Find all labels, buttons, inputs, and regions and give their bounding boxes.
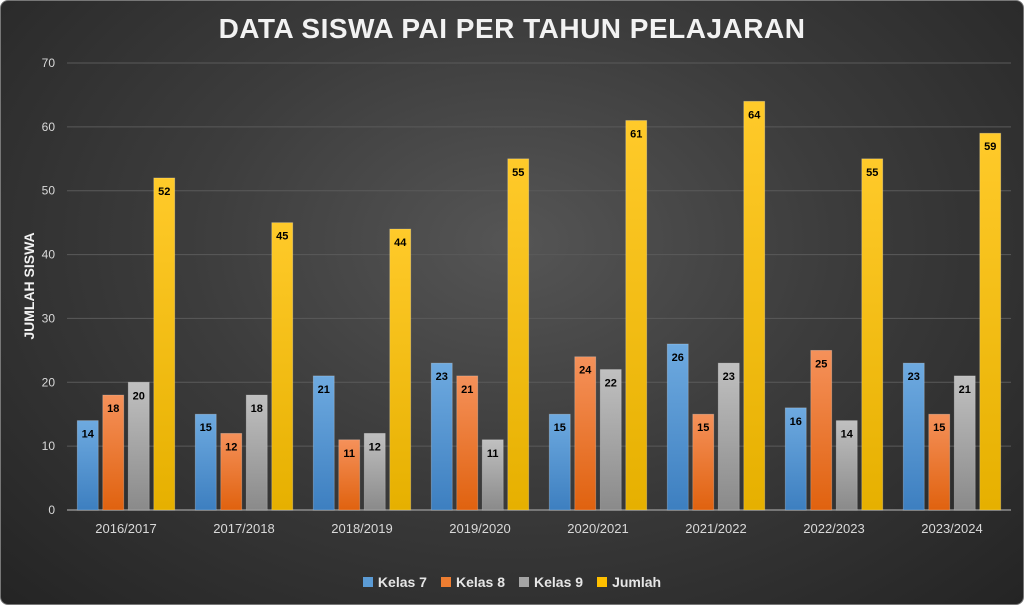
data-label: 21 — [318, 384, 330, 396]
data-label: 16 — [790, 416, 802, 428]
legend-swatch — [519, 577, 530, 587]
bar-kelas-7 — [902, 362, 925, 511]
bar-kelas-9 — [717, 362, 740, 511]
bar-kelas-7 — [194, 413, 217, 511]
bar-jumlah — [625, 120, 648, 511]
legend-item: Jumlah — [597, 574, 661, 590]
data-label: 25 — [815, 358, 827, 370]
bar-jumlah — [979, 132, 1002, 511]
x-tick-label: 2023/2024 — [921, 521, 982, 536]
x-tick-label: 2022/2023 — [803, 521, 864, 536]
bar-kelas-7 — [312, 375, 335, 511]
data-label: 23 — [436, 371, 448, 383]
bar-kelas-8 — [102, 394, 125, 511]
data-label: 12 — [225, 441, 237, 453]
legend-label: Kelas 7 — [377, 574, 427, 590]
data-label: 59 — [984, 141, 996, 153]
legend-item: Kelas 9 — [519, 574, 583, 590]
legend-swatch — [362, 577, 373, 587]
data-label: 11 — [487, 448, 499, 460]
bar-kelas-7 — [76, 420, 99, 511]
chart-title: DATA SISWA PAI PER TAHUN PELAJARAN — [218, 13, 806, 44]
bar-kelas-9 — [835, 420, 858, 511]
data-label: 11 — [343, 448, 355, 460]
y-tick-label: 30 — [42, 311, 56, 325]
legend: Kelas 7 Kelas 8 Kelas 9 Jumlah — [1, 574, 1023, 590]
data-label: 15 — [697, 422, 709, 434]
x-tick-label: 2018/2019 — [331, 521, 392, 536]
data-label: 45 — [276, 231, 288, 243]
legend-label: Jumlah — [612, 574, 662, 590]
data-label: 64 — [748, 109, 761, 121]
x-tick-label: 2019/2020 — [449, 521, 510, 536]
bar-jumlah — [507, 158, 530, 511]
data-label: 21 — [461, 384, 473, 396]
data-label: 55 — [512, 167, 524, 179]
data-label: 14 — [82, 429, 95, 441]
bar-kelas-9 — [127, 381, 150, 511]
bar-jumlah — [743, 100, 766, 511]
data-label: 44 — [394, 237, 407, 249]
data-label: 20 — [133, 390, 145, 402]
data-label: 23 — [723, 371, 735, 383]
legend-item: Kelas 8 — [440, 574, 506, 590]
data-label: 12 — [369, 441, 381, 453]
data-label: 18 — [107, 403, 119, 415]
bar-jumlah — [271, 222, 294, 511]
bar-jumlah — [153, 177, 176, 511]
data-label: 18 — [251, 403, 263, 415]
bar-jumlah — [389, 228, 412, 511]
y-tick-label: 0 — [48, 503, 55, 517]
legend-swatch — [440, 577, 451, 587]
data-label: 52 — [158, 186, 170, 198]
data-label: 15 — [933, 422, 945, 434]
data-label: 23 — [908, 371, 920, 383]
data-label: 24 — [579, 365, 592, 377]
y-tick-label: 20 — [42, 375, 56, 389]
x-tick-label: 2020/2021 — [567, 521, 628, 536]
y-tick-label: 60 — [42, 120, 56, 134]
bar-kelas-7 — [548, 413, 571, 511]
y-tick-label: 70 — [42, 56, 56, 70]
legend-item: Kelas 7 — [362, 574, 427, 590]
bar-kelas-8 — [338, 439, 361, 511]
bar-kelas-8 — [456, 375, 479, 511]
legend-swatch — [597, 577, 608, 587]
x-tick-label: 2017/2018 — [213, 521, 274, 536]
data-label: 21 — [959, 384, 971, 396]
bar-kelas-8 — [692, 413, 715, 511]
bar-kelas-8 — [810, 349, 833, 511]
bar-kelas-8 — [928, 413, 951, 511]
legend-label: Kelas 8 — [455, 574, 506, 590]
bar-kelas-7 — [784, 407, 807, 511]
data-label: 15 — [200, 422, 212, 434]
y-tick-label: 40 — [42, 248, 56, 262]
bar-kelas-8 — [220, 432, 243, 511]
bar-kelas-8 — [574, 356, 597, 511]
data-label: 15 — [554, 422, 566, 434]
bar-kelas-9 — [363, 432, 386, 511]
x-tick-label: 2021/2022 — [685, 521, 746, 536]
bar-kelas-9 — [245, 394, 268, 511]
bar-kelas-9 — [481, 439, 504, 511]
legend-label: Kelas 9 — [534, 574, 584, 590]
bar-kelas-7 — [430, 362, 453, 511]
bar-jumlah — [861, 158, 884, 511]
data-label: 22 — [605, 378, 617, 390]
x-tick-label: 2016/2017 — [95, 521, 156, 536]
data-label: 55 — [866, 167, 878, 179]
data-label: 61 — [630, 128, 642, 140]
data-label: 14 — [841, 429, 854, 441]
y-tick-label: 50 — [42, 184, 56, 198]
data-label: 26 — [672, 352, 684, 364]
bar-kelas-9 — [953, 375, 976, 511]
y-tick-label: 10 — [42, 439, 56, 453]
bar-kelas-9 — [599, 369, 622, 511]
bar-kelas-7 — [666, 343, 689, 511]
